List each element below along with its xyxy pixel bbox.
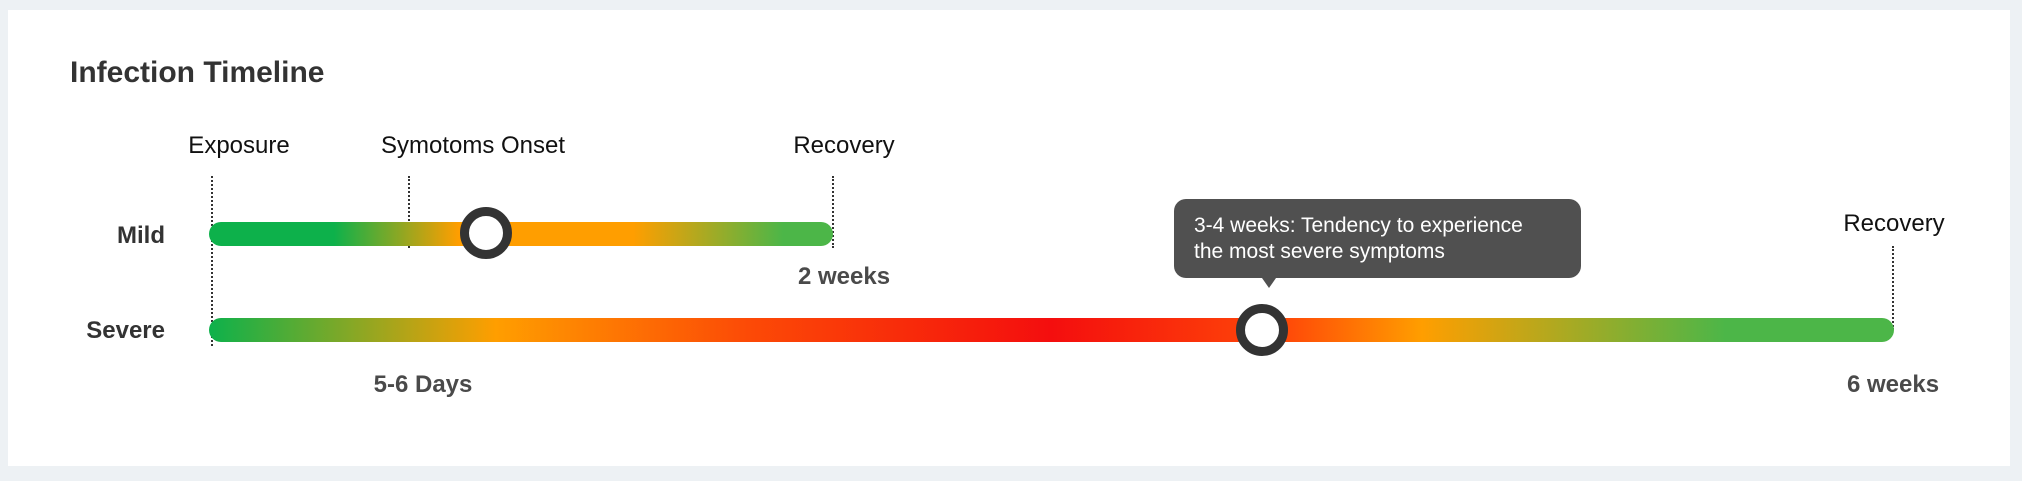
page-title: Infection Timeline [70,56,325,89]
mild-duration-label: 2 weeks [797,263,891,290]
mild-row-label: Mild [117,222,165,249]
exposure-marker-line [211,176,213,346]
severe-recovery-label: Recovery [1843,210,1945,237]
symptoms-onset-marker-line [408,176,410,248]
symptoms-onset-label: Symotoms Onset [380,132,566,159]
mild-recovery-label: Recovery [793,132,895,159]
exposure-label: Exposure [188,132,290,159]
onset-duration-label: 5-6 Days [373,371,473,398]
timeline-card: Infection Timeline Exposure Symotoms Ons… [8,10,2010,466]
severe-timeline-bar [209,318,1894,342]
tooltip-line-1: 3-4 weeks: Tendency to experience [1194,214,1523,237]
mild-timeline-bar [209,222,833,246]
severe-duration-label: 6 weeks [1846,371,1940,398]
tooltip-pointer [1262,278,1276,288]
severe-bar-handle[interactable] [1236,304,1288,356]
mild-bar-handle[interactable] [460,207,512,259]
severe-row-label: Severe [86,317,165,344]
mild-recovery-marker-line [832,176,834,248]
severity-tooltip: 3-4 weeks: Tendency to experience the mo… [1174,199,1581,278]
severe-recovery-marker-line [1892,246,1894,330]
tooltip-line-2: the most severe symptoms [1194,240,1445,263]
